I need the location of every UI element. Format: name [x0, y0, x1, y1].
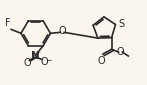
Text: O: O	[97, 56, 105, 66]
Text: O: O	[24, 58, 31, 68]
Text: O: O	[58, 26, 66, 36]
Text: S: S	[118, 19, 125, 29]
Text: N: N	[31, 51, 40, 61]
Text: −: −	[45, 56, 51, 65]
Text: O: O	[117, 47, 124, 57]
Text: +: +	[36, 50, 41, 55]
Text: O: O	[40, 57, 48, 67]
Text: F: F	[5, 18, 10, 28]
